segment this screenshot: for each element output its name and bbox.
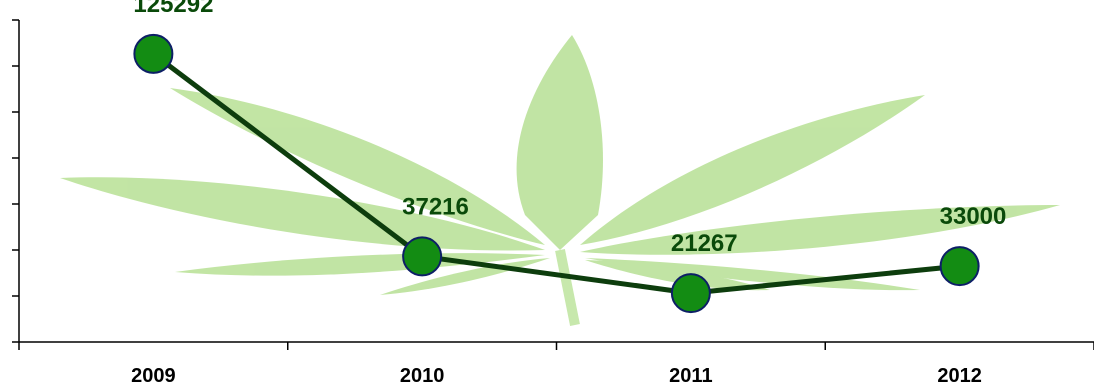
data-label-2012: 33000	[940, 203, 1007, 230]
data-labels: 125292 37216 21267 33000	[133, 0, 1006, 257]
data-point-2011	[670, 273, 711, 314]
leaf-upper-left	[170, 88, 545, 245]
cannabis-leaf-watermark	[60, 35, 1060, 326]
x-tick-label-2009: 2009	[131, 365, 176, 385]
leaf-small-right	[585, 260, 770, 291]
x-tick-label-2011: 2011	[669, 365, 712, 385]
data-point-2010	[402, 236, 443, 277]
leaf-lower-left	[60, 177, 545, 251]
data-label-2009: 125292	[133, 0, 213, 18]
x-tick-labels: 2009 2010 2011 2012	[131, 365, 982, 385]
x-tick-label-2010: 2010	[400, 365, 445, 385]
leaf-center	[516, 35, 603, 250]
leaf-lower-right	[580, 205, 1060, 255]
x-ticks	[18, 342, 1094, 350]
series-markers	[133, 33, 980, 314]
data-point-2012	[939, 246, 980, 287]
y-ticks	[12, 19, 19, 343]
series-polyline	[151, 51, 960, 296]
leaf-upper-right	[580, 95, 925, 245]
data-point-2009	[133, 33, 174, 74]
leaf-bottom-right	[585, 258, 920, 291]
data-label-2011: 21267	[671, 230, 738, 257]
data-label-2010: 37216	[402, 193, 469, 220]
x-tick-label-2012: 2012	[937, 365, 982, 385]
leaf-stem	[555, 249, 580, 326]
series-line	[151, 51, 960, 296]
